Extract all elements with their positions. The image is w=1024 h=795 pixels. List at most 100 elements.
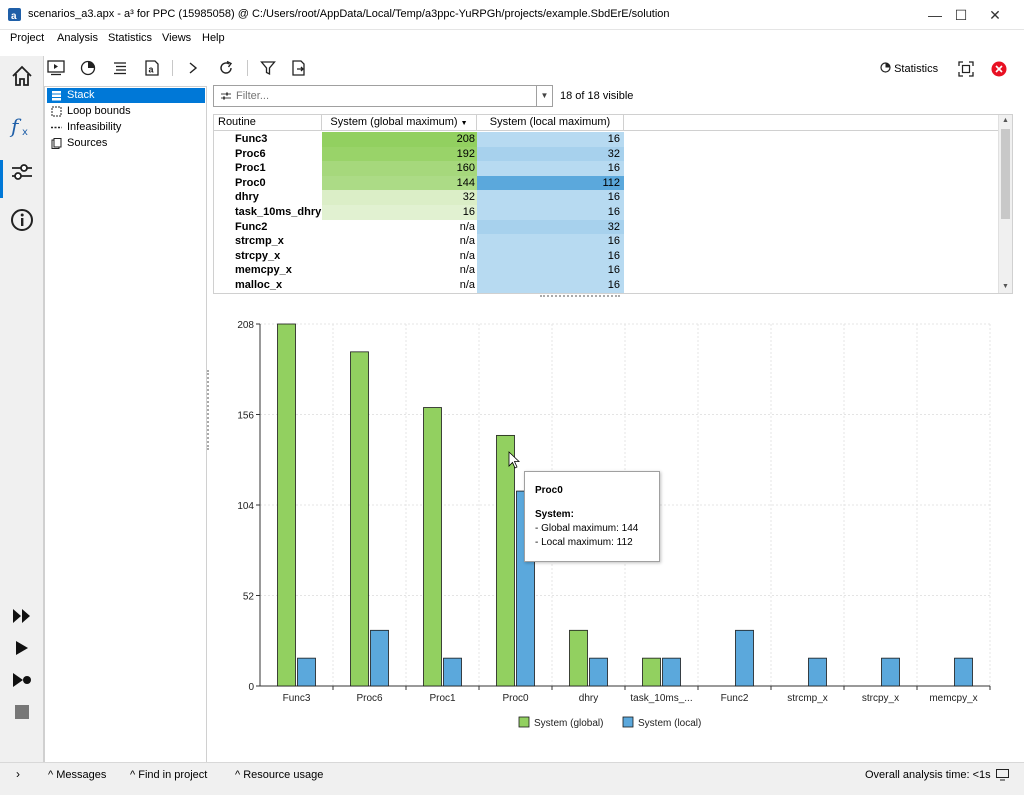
table-scrollbar[interactable]: ▲ ▼ — [998, 115, 1012, 293]
window-title: scenarios_a3.apx - a³ for PPC (15985058)… — [28, 8, 670, 20]
run-view-icon[interactable] — [46, 58, 66, 78]
app-icon: a — [8, 8, 21, 21]
global-max-cell: n/a — [459, 264, 475, 277]
export-icon[interactable] — [289, 58, 309, 78]
minimize-button[interactable]: — — [928, 7, 942, 23]
local-max-cell: 16 — [607, 162, 620, 175]
column-header-local[interactable]: System (local maximum) — [477, 115, 624, 131]
x-tick-label: Proc6 — [356, 693, 383, 704]
local-cell-fill — [477, 248, 624, 264]
info-icon[interactable] — [8, 206, 36, 234]
filter-icon[interactable] — [258, 58, 278, 78]
tooltip-line-local: - Local maximum: 112 — [535, 537, 633, 548]
chevron-up-icon: ^ — [235, 769, 244, 781]
run-step-icon[interactable] — [8, 666, 36, 694]
legend-swatch-global — [518, 716, 530, 728]
table-row[interactable]: Proc1 160 16 — [214, 161, 1000, 176]
nav-panel: Stack Loop bounds Infeasibility Sources — [44, 86, 207, 769]
find-in-project-toggle[interactable]: ^ Find in project — [130, 769, 207, 781]
local-cell-fill — [477, 278, 624, 293]
global-cell-fill — [322, 132, 477, 147]
status-bar: › ^ Messages ^ Find in project ^ Resourc… — [0, 762, 1024, 795]
y-tick-label: 156 — [237, 411, 254, 422]
list-icon[interactable] — [110, 58, 130, 78]
nav-item-infeasibility[interactable]: Infeasibility — [47, 120, 205, 135]
bar-global — [642, 657, 661, 687]
table-row[interactable]: strcpy_x n/a 16 — [214, 248, 1000, 264]
routine-cell: strcmp_x — [235, 235, 284, 248]
global-cell-fill — [322, 190, 477, 205]
x-tick-label: Func2 — [721, 693, 749, 704]
table-row[interactable]: Func2 n/a 32 — [214, 219, 1000, 235]
collapse-chevron-icon[interactable]: › — [16, 767, 20, 781]
filter-input[interactable] — [236, 88, 526, 104]
menu-analysis[interactable]: Analysis — [57, 32, 98, 44]
chevron-up-icon: ^ — [48, 769, 57, 781]
statistics-button[interactable]: Statistics — [880, 62, 938, 75]
table-row[interactable]: Proc6 192 32 — [214, 146, 1000, 162]
nav-item-stack[interactable]: Stack — [47, 88, 205, 103]
routine-cell: memcpy_x — [235, 264, 292, 277]
settings-sliders-icon[interactable] — [8, 158, 36, 186]
global-max-cell: 192 — [456, 147, 475, 160]
legend-swatch-local — [622, 716, 634, 728]
table-row[interactable]: malloc_x n/a 16 — [214, 278, 1000, 293]
nav-item-loop-bounds[interactable]: Loop bounds — [47, 104, 205, 119]
close-view-icon[interactable] — [991, 61, 1007, 77]
bar-local — [954, 657, 973, 687]
column-header-global[interactable]: System (global maximum) ▼ — [322, 115, 477, 131]
monitor-icon[interactable] — [996, 769, 1009, 781]
terminal-icon[interactable] — [184, 58, 204, 78]
bar-global — [496, 434, 515, 687]
scrollbar-thumb[interactable] — [1001, 129, 1010, 219]
menu-help[interactable]: Help — [202, 32, 225, 44]
table-row[interactable]: Func3 208 16 — [214, 132, 1000, 147]
scroll-down-icon[interactable]: ▼ — [1002, 283, 1009, 290]
column-header-routine[interactable]: Routine — [214, 115, 322, 131]
x-tick-label: task_10ms_... — [630, 693, 692, 704]
run-all-icon[interactable] — [8, 602, 36, 630]
bar-local — [881, 657, 900, 687]
nav-item-label: Sources — [67, 137, 108, 149]
run-icon[interactable] — [8, 634, 36, 662]
stop-icon[interactable] — [8, 698, 36, 726]
horizontal-splitter[interactable] — [540, 295, 620, 299]
resource-usage-toggle[interactable]: ^ Resource usage — [235, 769, 323, 781]
global-max-cell: n/a — [459, 235, 475, 248]
title-bar: a scenarios_a3.apx - a³ for PPC (1598505… — [0, 0, 1024, 30]
filter-settings-icon[interactable] — [220, 90, 232, 102]
table-row[interactable]: strcmp_x n/a 16 — [214, 234, 1000, 249]
scroll-up-icon[interactable]: ▲ — [1002, 117, 1009, 124]
table-row[interactable]: Proc0 144 112 — [214, 175, 1000, 191]
filter-dropdown-icon[interactable]: ▼ — [536, 86, 552, 106]
bar-local — [808, 657, 827, 687]
maximize-button[interactable]: ☐ — [954, 7, 968, 23]
menu-statistics[interactable]: Statistics — [108, 32, 153, 44]
local-cell-fill — [477, 205, 624, 220]
close-window-button[interactable]: ✕ — [989, 7, 1001, 23]
sources-icon — [51, 138, 62, 149]
refresh-icon[interactable] — [216, 58, 236, 78]
x-tick-label: memcpy_x — [929, 693, 977, 704]
global-cell-fill — [322, 175, 477, 191]
home-icon[interactable] — [8, 62, 36, 90]
table-row[interactable]: dhry 32 16 — [214, 190, 1000, 205]
menu-bar: Project Analysis Statistics Views Help — [0, 30, 1024, 48]
sort-desc-icon: ▼ — [460, 120, 468, 127]
pie-chart-icon[interactable] — [78, 58, 98, 78]
menu-views[interactable]: Views — [162, 32, 192, 44]
nav-item-sources[interactable]: Sources — [47, 136, 205, 151]
menu-project[interactable]: Project — [10, 32, 45, 44]
table-row[interactable]: task_10ms_dhry 16 16 — [214, 205, 1000, 220]
y-tick-label: 208 — [237, 320, 254, 331]
table-row[interactable]: memcpy_x n/a 16 — [214, 263, 1000, 278]
analysis-time: Overall analysis time: <1s — [865, 769, 991, 781]
vertical-splitter[interactable] — [207, 370, 210, 450]
rail-active-indicator — [0, 160, 3, 198]
report-icon[interactable]: a — [142, 58, 162, 78]
fullscreen-icon[interactable] — [958, 61, 974, 77]
svg-text:a: a — [149, 65, 155, 75]
filter-box: ▼ — [213, 85, 553, 107]
messages-panel-toggle[interactable]: ^ Messages — [48, 769, 106, 781]
